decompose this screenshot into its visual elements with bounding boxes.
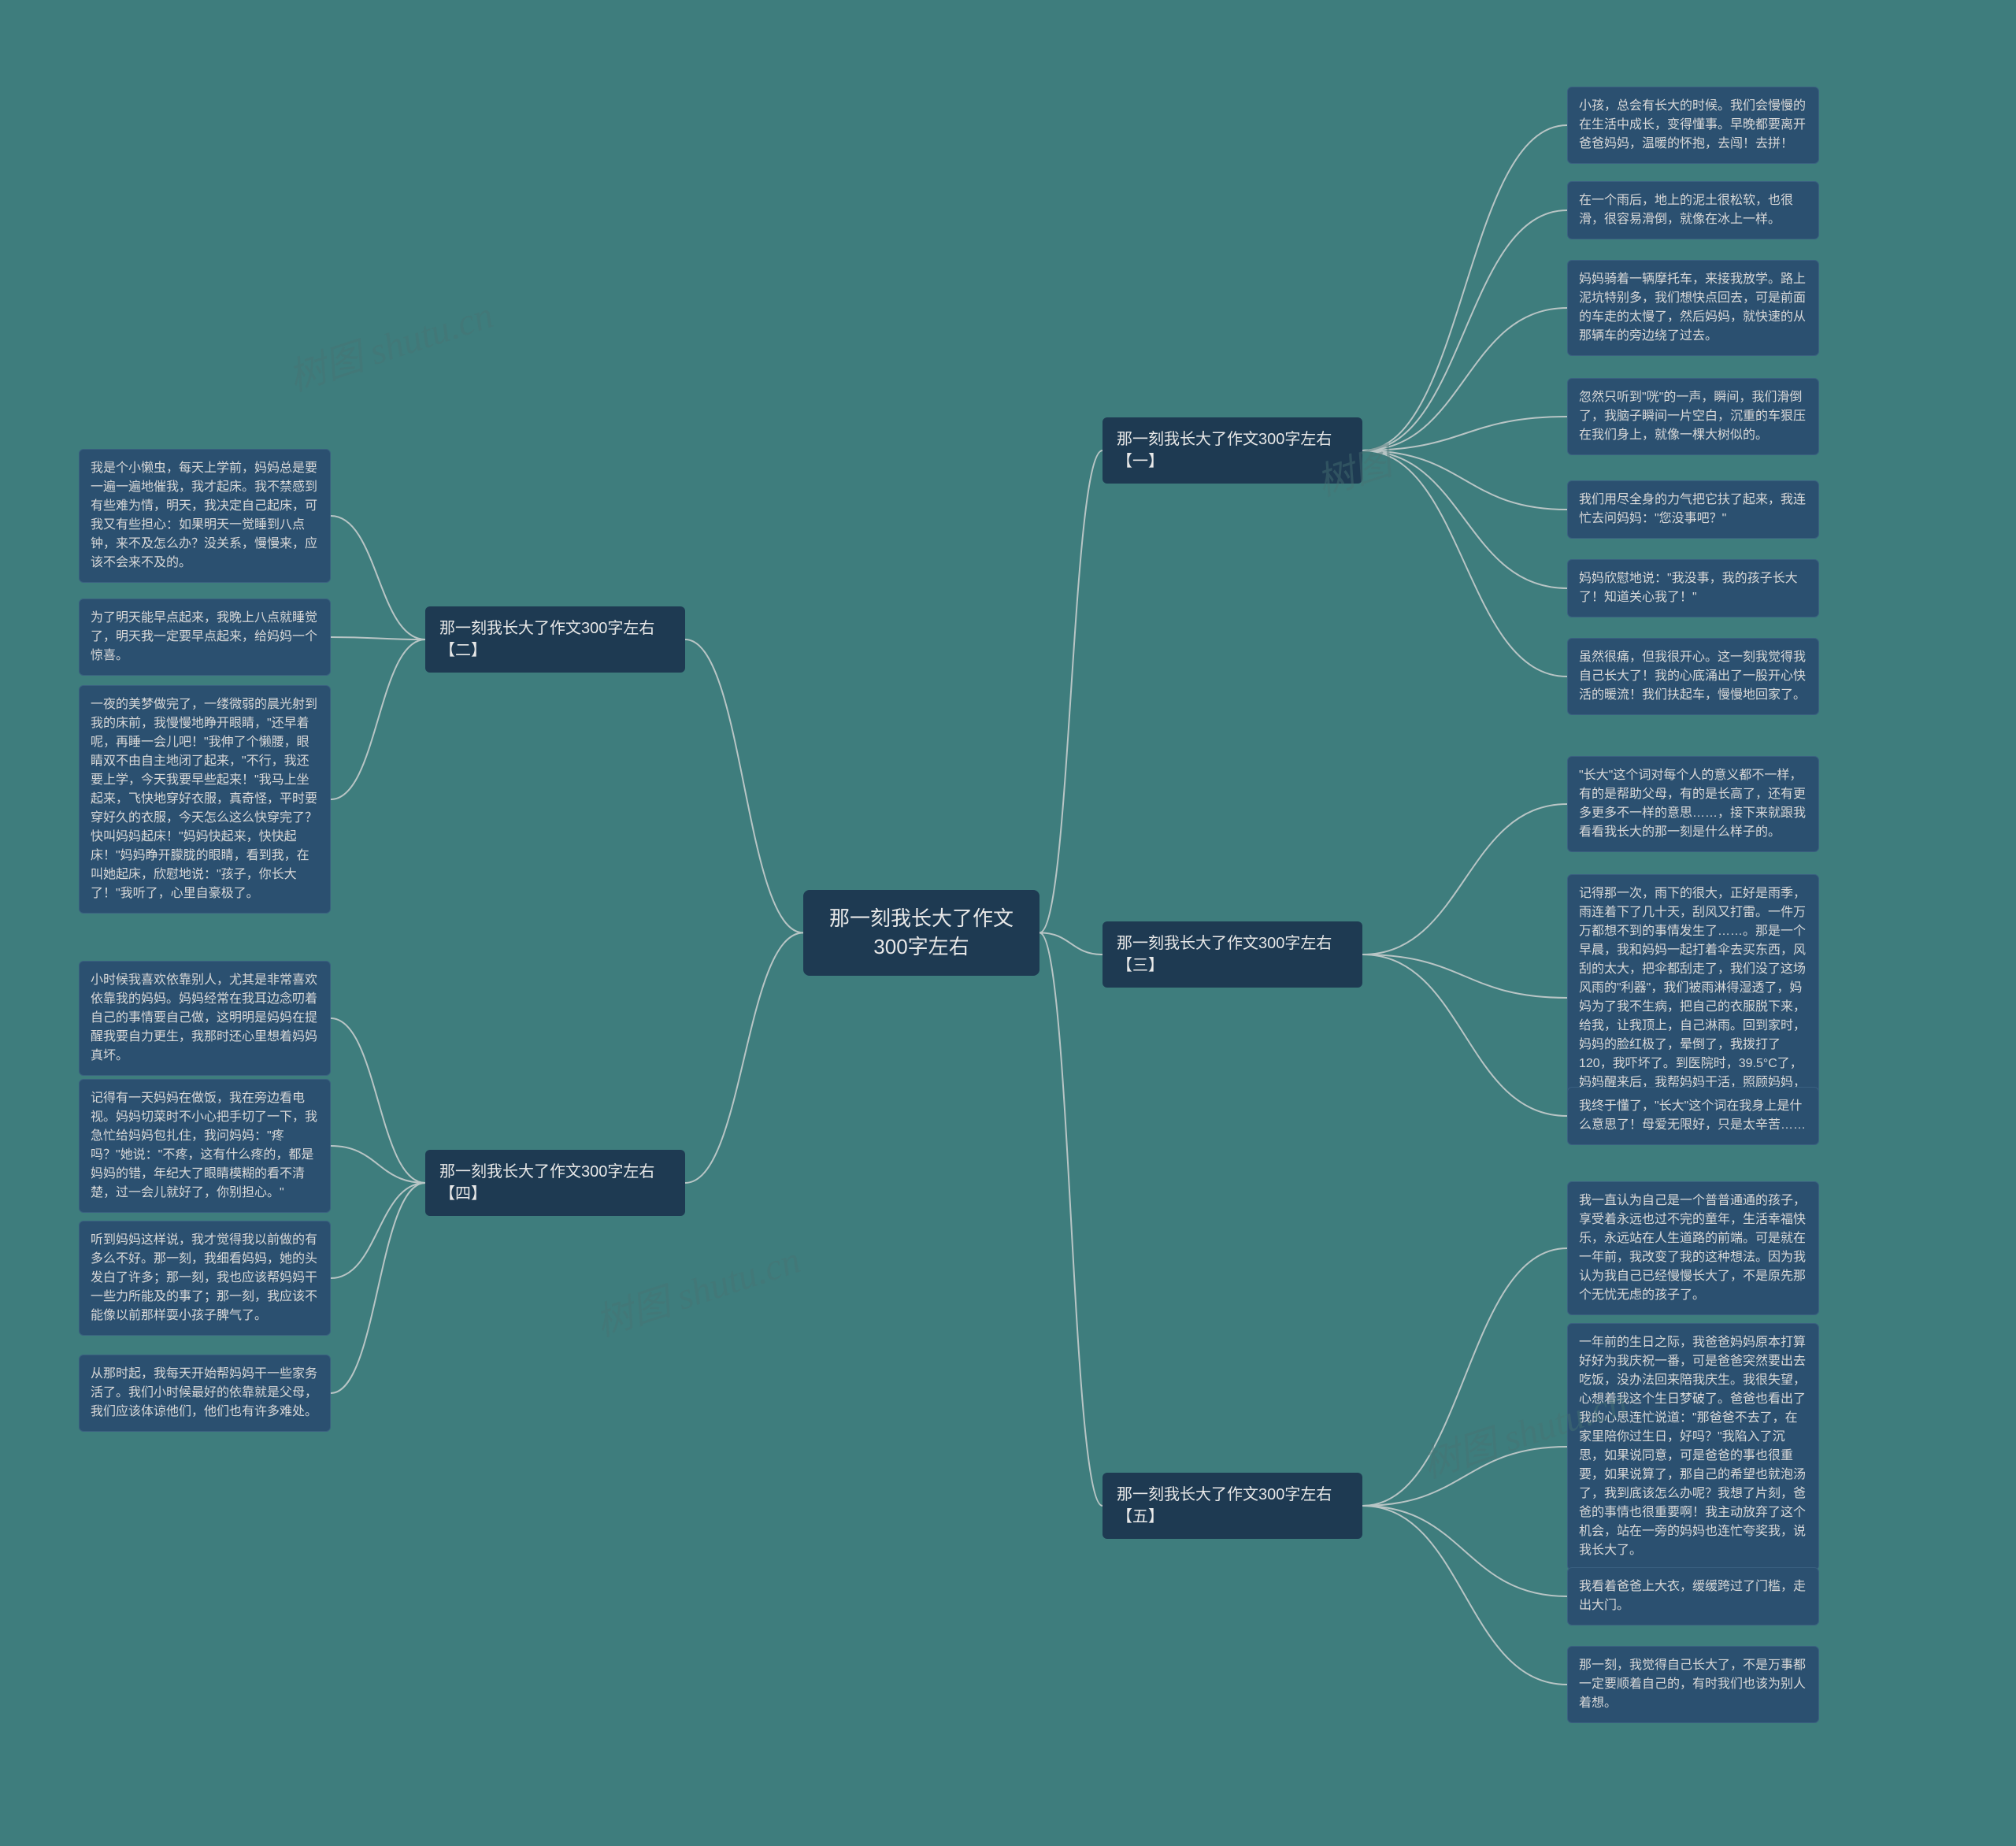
leaf-node: 小时候我喜欢依靠别人，尤其是非常喜欢依靠我的妈妈。妈妈经常在我耳边念叨着自己的事…: [79, 961, 331, 1076]
leaf-node: 小孩，总会有长大的时候。我们会慢慢的在生活中成长，变得懂事。早晚都要离开爸爸妈妈…: [1567, 87, 1819, 164]
leaf-node: 忽然只听到"咣"的一声，瞬间，我们滑倒了，我脑子瞬间一片空白，沉重的车狠压在我们…: [1567, 378, 1819, 455]
watermark: 树图 shutu.cn: [280, 284, 499, 402]
leaf-node: 记得那一次，雨下的很大，正好是雨季，雨连着下了几十天，刮风又打雷。一件万万都想不…: [1567, 874, 1819, 1121]
leaf-node: 听到妈妈这样说，我才觉得我以前做的有多么不好。那一刻，我细看妈妈，她的头发白了许…: [79, 1221, 331, 1336]
leaf-node: 为了明天能早点起来，我晚上八点就睡觉了，明天我一定要早点起来，给妈妈一个惊喜。: [79, 599, 331, 676]
mindmap-root: 那一刻我长大了作文300字左右: [803, 890, 1040, 976]
leaf-node: 我看着爸爸上大衣，缓缓跨过了门槛，走出大门。: [1567, 1567, 1819, 1625]
leaf-node: 记得有一天妈妈在做饭，我在旁边看电视。妈妈切菜时不小心把手切了一下，我急忙给妈妈…: [79, 1079, 331, 1213]
leaf-node: 我一直认为自己是一个普普通通的孩子，享受着永远也过不完的童年，生活幸福快乐，永远…: [1567, 1181, 1819, 1315]
leaf-node: 我终于懂了，"长大"这个词在我身上是什么意思了！母爱无限好，只是太辛苦……: [1567, 1087, 1819, 1145]
leaf-node: 从那时起，我每天开始帮妈妈干一些家务活了。我们小时候最好的依靠就是父母，我们应该…: [79, 1355, 331, 1432]
leaf-node: 我们用尽全身的力气把它扶了起来，我连忙去问妈妈："您没事吧？": [1567, 480, 1819, 539]
leaf-node: 在一个雨后，地上的泥土很松软，也很滑，很容易滑倒，就像在冰上一样。: [1567, 181, 1819, 239]
branch-node: 那一刻我长大了作文300字左右【二】: [425, 606, 685, 673]
branch-node: 那一刻我长大了作文300字左右【一】: [1102, 417, 1362, 484]
leaf-node: 那一刻，我觉得自己长大了，不是万事都一定要顺着自己的，有时我们也该为别人着想。: [1567, 1646, 1819, 1723]
leaf-node: 虽然很痛，但我很开心。这一刻我觉得我自己长大了！我的心底涌出了一股开心快活的暖流…: [1567, 638, 1819, 715]
leaf-node: "长大"这个词对每个人的意义都不一样，有的是帮助父母，有的是长高了，还有更多更多…: [1567, 756, 1819, 852]
leaf-node: 一年前的生日之际，我爸爸妈妈原本打算好好为我庆祝一番，可是爸爸突然要出去吃饭，没…: [1567, 1323, 1819, 1570]
watermark: 树图 shutu.cn: [587, 1229, 806, 1347]
leaf-node: 妈妈骑着一辆摩托车，来接我放学。路上泥坑特别多，我们想快点回去，可是前面的车走的…: [1567, 260, 1819, 356]
leaf-node: 我是个小懒虫，每天上学前，妈妈总是要一遍一遍地催我，我才起床。我不禁感到有些难为…: [79, 449, 331, 583]
branch-node: 那一刻我长大了作文300字左右【五】: [1102, 1473, 1362, 1539]
leaf-node: 一夜的美梦做完了，一缕微弱的晨光射到我的床前，我慢慢地睁开眼睛，"还早着呢，再睡…: [79, 685, 331, 914]
leaf-node: 妈妈欣慰地说："我没事，我的孩子长大了！知道关心我了！": [1567, 559, 1819, 617]
branch-node: 那一刻我长大了作文300字左右【四】: [425, 1150, 685, 1216]
branch-node: 那一刻我长大了作文300字左右【三】: [1102, 921, 1362, 988]
